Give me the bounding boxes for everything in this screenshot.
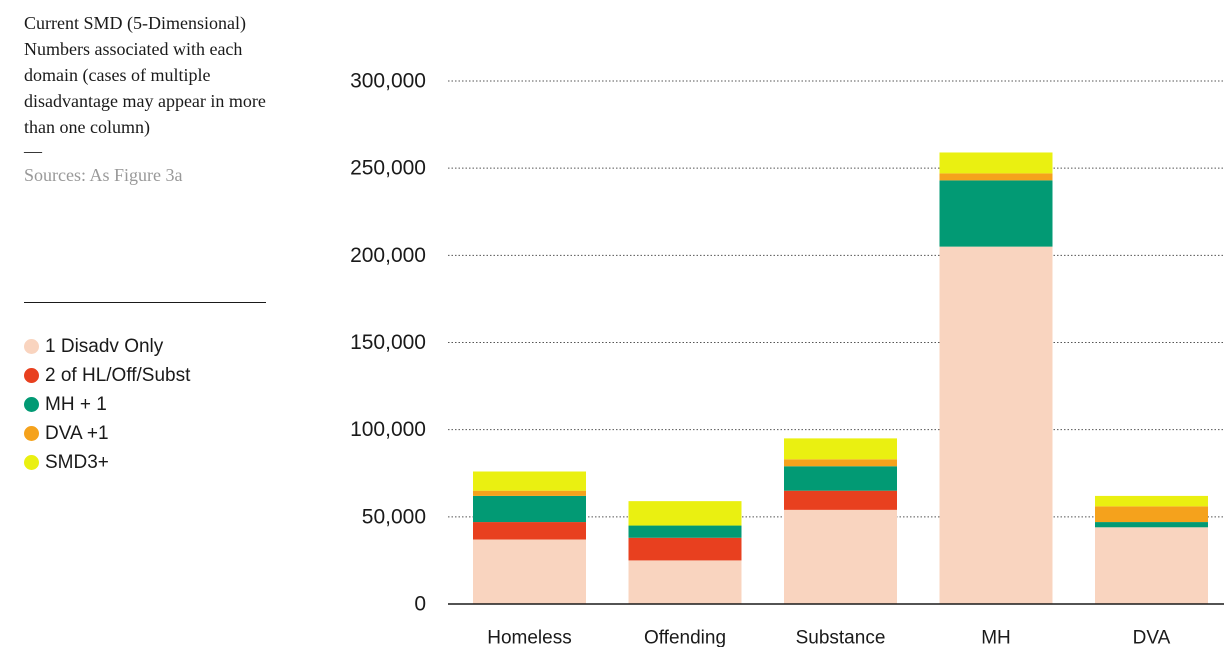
caption-dash: — xyxy=(24,141,42,161)
bar-segment xyxy=(784,438,897,460)
y-tick-label: 200,000 xyxy=(350,244,426,267)
bar-segment xyxy=(473,539,586,604)
legend-item-2-of-hl: 2 of HL/Off/Subst xyxy=(24,361,190,390)
legend-label-mh-1: MH + 1 xyxy=(45,393,107,415)
legend-swatch-smd3 xyxy=(24,455,39,470)
bar-segment xyxy=(939,180,1053,247)
bar-segment xyxy=(473,490,586,496)
chart-caption: Current SMD (5-Dimensional) Numbers asso… xyxy=(24,10,274,188)
legend-swatch-2-of-hl xyxy=(24,368,39,383)
x-category-label: Substance xyxy=(796,628,886,647)
bar-segment xyxy=(628,525,742,538)
legend-label-2-of-hl: 2 of HL/Off/Subst xyxy=(45,364,191,386)
legend-swatch-mh-1 xyxy=(24,397,39,412)
bar-segment xyxy=(784,466,897,491)
y-tick-label: 150,000 xyxy=(350,331,426,354)
legend-swatch-dva-1 xyxy=(24,426,39,441)
bar-segment xyxy=(628,501,742,526)
y-tick-label: 250,000 xyxy=(350,157,426,180)
bar-segment xyxy=(1095,522,1208,528)
x-category-label: Homeless xyxy=(487,628,571,647)
y-tick-label: 0 xyxy=(414,593,426,616)
x-category-label: DVA xyxy=(1133,628,1171,647)
bar-segment xyxy=(1095,527,1208,604)
legend-label-1-disadv: 1 Disadv Only xyxy=(45,335,164,357)
bar-segment xyxy=(939,173,1053,181)
legend-item-smd3: SMD3+ xyxy=(24,448,190,477)
bar-segment xyxy=(784,459,897,467)
bar-segment xyxy=(939,246,1053,604)
bar-segment xyxy=(473,522,586,540)
bar-segment xyxy=(784,509,897,604)
bar-segment xyxy=(628,560,742,604)
bar-segment xyxy=(1095,506,1208,523)
chart-legend: 1 Disadv Only 2 of HL/Off/Subst MH + 1 D… xyxy=(24,332,190,477)
caption-source: Sources: As Figure 3a xyxy=(24,165,183,185)
bar-segment xyxy=(1095,495,1208,507)
caption-divider xyxy=(24,302,266,303)
caption-text: Current SMD (5-Dimensional) Numbers asso… xyxy=(24,13,266,137)
bar-segment xyxy=(473,495,586,523)
x-category-label: MH xyxy=(981,628,1011,647)
bar-segment xyxy=(939,152,1053,174)
legend-item-1-disadv: 1 Disadv Only xyxy=(24,332,190,361)
bar-segment xyxy=(628,537,742,561)
legend-swatch-1-disadv xyxy=(24,339,39,354)
legend-item-mh-1: MH + 1 xyxy=(24,390,190,419)
y-tick-label: 100,000 xyxy=(350,418,426,441)
legend-item-dva-1: DVA +1 xyxy=(24,419,190,448)
x-category-label: Offending xyxy=(644,628,726,647)
legend-label-smd3: SMD3+ xyxy=(45,451,109,473)
legend-label-dva-1: DVA +1 xyxy=(45,422,109,444)
y-tick-label: 50,000 xyxy=(362,505,426,528)
bar-segment xyxy=(784,490,897,510)
y-tick-label: 300,000 xyxy=(350,70,426,93)
bar-segment xyxy=(473,471,586,491)
